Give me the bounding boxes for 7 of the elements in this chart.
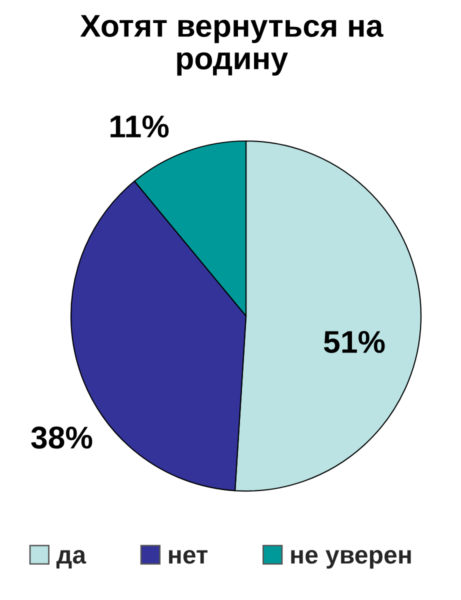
- legend-label: не уверен: [291, 550, 411, 569]
- legend-label: да: [56, 550, 86, 568]
- data-label: 38%: [31, 426, 92, 449]
- legend-label: нет: [169, 550, 208, 564]
- chart-title: Хотят вернуться на родину: [80, 15, 384, 76]
- data-label: 11%: [110, 116, 169, 138]
- data-label: 51%: [324, 330, 385, 353]
